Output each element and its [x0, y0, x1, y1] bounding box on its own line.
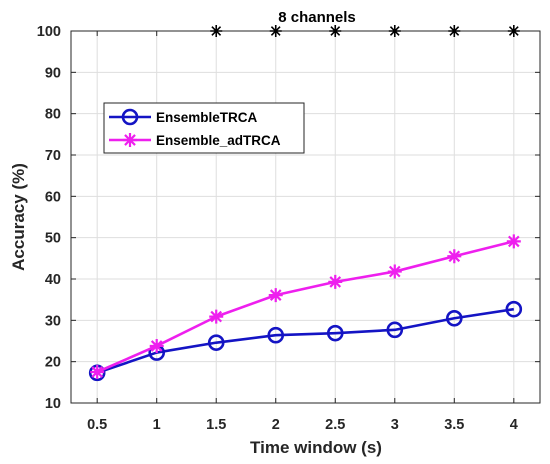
ensembletrca-legend-label: EnsembleTRCA [156, 110, 258, 125]
ensemble-adtrca-marker [268, 288, 283, 303]
x-tick-label: 3 [391, 417, 399, 433]
x-axis-label: Time window (s) [250, 438, 382, 457]
ensembletrca-marker [505, 300, 523, 318]
plot-area [71, 31, 540, 403]
y-tick-label: 10 [45, 396, 61, 412]
axes-box [70, 30, 541, 404]
y-tick-label: 80 [45, 107, 61, 123]
y-tick-label: 30 [45, 313, 61, 329]
ensemble-adtrca-legend-label: Ensemble_adTRCA [156, 133, 281, 148]
tick-labels: 0.5 1 1.5 2 2.5 3 3.5 4 10 20 30 40 50 60 70 80 90 100 [37, 24, 518, 433]
x-tick-label: 1.5 [206, 417, 226, 433]
x-tick-label: 2.5 [325, 417, 345, 433]
x-tick-label: 2 [272, 417, 280, 433]
y-tick-label: 60 [45, 189, 61, 205]
y-tick-label: 40 [45, 272, 61, 288]
ensemble-adtrca-marker [387, 264, 402, 279]
y-axis-label: Accuracy (%) [9, 163, 28, 271]
x-tick-label: 3.5 [444, 417, 464, 433]
ensemble-adtrca-marker [209, 309, 224, 324]
ensemble-adtrca-marker [149, 338, 164, 353]
asterisk-marker [507, 25, 520, 37]
series-group [88, 25, 523, 382]
ensemble-adtrca-marker [328, 274, 343, 289]
asterisk-marker [210, 25, 223, 37]
legend-box [103, 102, 305, 154]
ensembletrca-marker [207, 334, 225, 351]
y-tick-label: 100 [37, 24, 61, 40]
chart-title: 8 channels [278, 9, 356, 26]
asterisk-marker [448, 25, 461, 37]
ensembletrca-marker [326, 324, 344, 342]
y-tick-label: 20 [45, 355, 61, 371]
y-tick-label: 90 [45, 65, 61, 81]
asterisk-marker [329, 25, 342, 37]
y-tick-label: 70 [45, 148, 61, 164]
ensembletrca-marker [267, 326, 285, 344]
x-tick-label: 0.5 [87, 417, 107, 433]
ensembletrca-marker [386, 321, 404, 339]
y-tick-label: 50 [45, 231, 61, 247]
x-tick-label: 1 [153, 417, 161, 433]
ensembletrca-legend-marker [121, 108, 139, 126]
ensemble-adtrca-marker [90, 365, 105, 379]
ensemble-adtrca-marker [506, 234, 521, 249]
asterisk-marker [388, 25, 401, 37]
asterisk-series [210, 25, 520, 37]
ensemble-adtrca-legend-marker [123, 133, 137, 147]
ensembletrca-marker [445, 309, 463, 327]
asterisk-marker [269, 25, 282, 37]
ensembletrca-line [96, 307, 515, 375]
legend: EnsembleTRCA Ensemble_adTRCA [103, 102, 305, 154]
ensemble-adtrca-series [90, 234, 521, 379]
ensemble-adtrca-line [96, 240, 515, 374]
x-tick-label: 4 [510, 417, 518, 433]
ensemble-adtrca-marker [447, 249, 462, 264]
